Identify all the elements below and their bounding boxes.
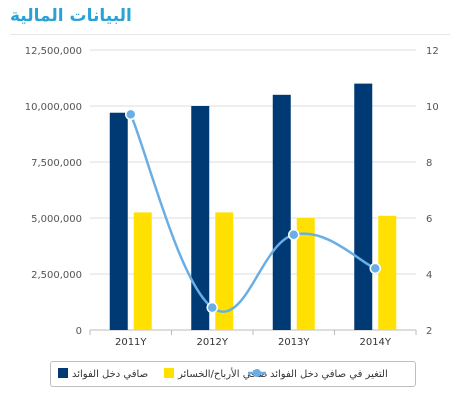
left-tick-label: 10,000,000 — [25, 102, 82, 113]
legend-swatch — [58, 368, 68, 378]
bar — [296, 218, 315, 330]
x-axis: 2011Y 2012Y 2013Y 2014Y — [89, 330, 417, 348]
line-point — [288, 229, 300, 241]
bar — [354, 83, 373, 330]
right-tick-label: 8 — [426, 158, 432, 169]
legend-swatch — [164, 368, 174, 378]
line-point — [125, 108, 137, 121]
left-tick-label: 0 — [76, 326, 82, 337]
right-tick-label: 10 — [426, 102, 439, 113]
bar — [378, 215, 397, 330]
left-tick-label: 2,500,000 — [31, 270, 82, 281]
left-tick-label: 12,500,000 — [25, 46, 82, 57]
bar — [109, 112, 128, 330]
left-tick-label: 5,000,000 — [31, 214, 82, 225]
line-series — [125, 108, 381, 314]
line-path — [129, 113, 376, 313]
category-label: 2012Y — [196, 337, 228, 348]
bar — [191, 106, 210, 330]
right-tick-label: 4 — [426, 270, 432, 281]
left-tick-label: 7,500,000 — [31, 158, 82, 169]
category-label: 2013Y — [278, 337, 310, 348]
legend-items: صافي دخل الفوائد صافي الأرباح/الخسائر التغ… — [58, 367, 388, 380]
category-label: 2014Y — [359, 337, 391, 348]
bar — [272, 94, 291, 330]
legend — [50, 361, 416, 387]
legend-label: التغير في صافي دخل الفوائد — [270, 369, 388, 380]
legend-label: صافي الأرباح/الخسائر — [177, 367, 267, 380]
right-tick-label: 12 — [426, 46, 439, 57]
bars — [109, 83, 397, 330]
legend-swatch — [253, 369, 261, 377]
bar — [215, 212, 234, 330]
page-title: البيانات المالية — [10, 6, 132, 26]
category-label: 2011Y — [115, 337, 147, 348]
line-point — [369, 262, 381, 275]
right-tick-label: 6 — [426, 214, 432, 225]
line-point — [206, 301, 218, 314]
right-axis: 2 4 6 8 10 12 — [426, 46, 439, 337]
bar — [133, 212, 152, 330]
right-tick-label: 2 — [426, 326, 432, 337]
left-axis: 0 2,500,000 5,000,000 7,500,000 10,000,000 12… — [25, 46, 82, 337]
title-divider — [10, 34, 450, 35]
legend-label: صافي دخل الفوائد — [72, 369, 148, 380]
